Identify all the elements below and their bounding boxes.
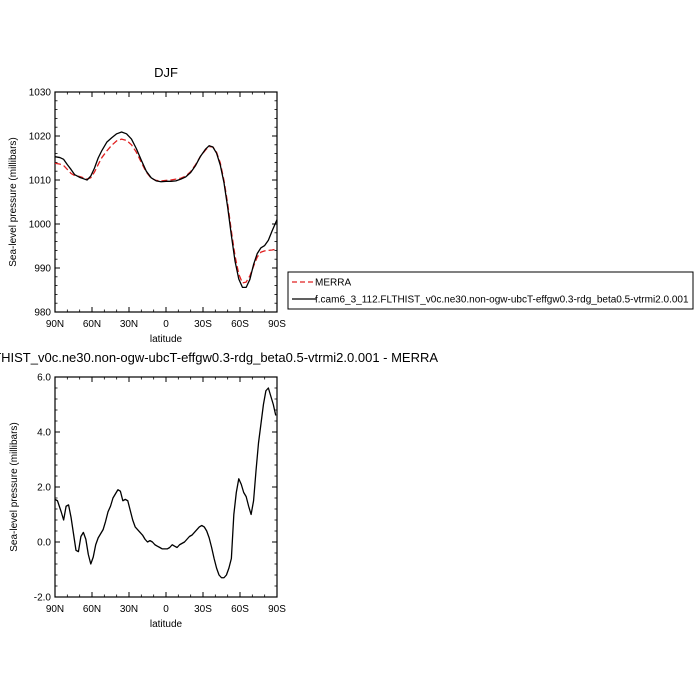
x-tick-label: 30N	[120, 604, 138, 615]
y-tick-label: 1000	[29, 220, 52, 231]
x-tick-label: 30S	[194, 319, 212, 330]
x-tick-label: 90N	[46, 319, 64, 330]
x-tick-label: 90S	[268, 319, 286, 330]
series-line-merra	[54, 138, 278, 284]
y-axis-label: Sea-level pressure (millibars)	[9, 422, 20, 551]
y-tick-label: 1010	[29, 176, 52, 187]
x-tick-label: 60N	[83, 319, 101, 330]
y-tick-label: 4.0	[37, 428, 51, 439]
series-line-model	[54, 131, 278, 289]
legend-box	[287, 271, 694, 310]
y-tick-label: -2.0	[34, 593, 52, 604]
legend-label: MERRA	[315, 278, 351, 289]
series-line-model	[54, 387, 277, 579]
x-tick-label: 60N	[83, 604, 101, 615]
y-tick-label: 1030	[29, 88, 52, 99]
legend-label: f.cam6_3_112.FLTHIST_v0c.ne30.non-ogw-ub…	[315, 295, 689, 306]
x-tick-label: 60S	[231, 604, 249, 615]
plot-title-1: DJF	[154, 65, 178, 80]
y-tick-label: 2.0	[37, 483, 51, 494]
x-tick-label: 90S	[268, 604, 286, 615]
plot-frame-2	[54, 376, 278, 598]
y-tick-label: 6.0	[37, 373, 51, 384]
x-tick-label: 0	[163, 604, 169, 615]
y-tick-label: 980	[34, 308, 51, 319]
y-tick-label: 1020	[29, 132, 52, 143]
y-tick-label: 0.0	[37, 538, 51, 549]
x-tick-label: 30N	[120, 319, 138, 330]
x-tick-label: 0	[163, 319, 169, 330]
y-tick-label: 990	[34, 264, 51, 275]
x-tick-label: 90N	[46, 604, 64, 615]
plot-title-2: f.cam6_3_112.FLTHIST_v0c.ne30.non-ogw-ub…	[0, 350, 438, 365]
x-tick-label: 30S	[194, 604, 212, 615]
x-axis-label: latitude	[150, 334, 183, 345]
plot-frame-1	[54, 91, 278, 313]
y-axis-label: Sea-level pressure (millibars)	[8, 137, 19, 266]
x-axis-label: latitude	[150, 619, 183, 630]
x-tick-label: 60S	[231, 319, 249, 330]
